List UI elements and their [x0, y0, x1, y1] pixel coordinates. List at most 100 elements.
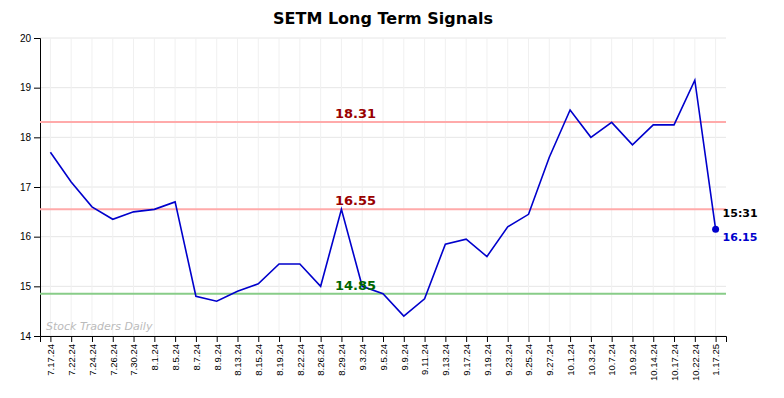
- y-tick-mark: [34, 286, 40, 287]
- x-tick: 8.7.24: [191, 336, 202, 370]
- x-tick-label: 9.19.24: [482, 344, 493, 376]
- grid-line-x: [674, 38, 675, 336]
- x-tick: 8.15.24: [253, 336, 264, 376]
- x-tick: 10.1.24: [565, 336, 576, 376]
- x-tick-mark: [92, 336, 93, 342]
- x-tick-mark: [71, 336, 72, 342]
- x-tick: 9.25.24: [523, 336, 534, 376]
- x-tick-mark: [612, 336, 613, 342]
- y-tick-mark: [34, 336, 40, 337]
- y-tick: 19: [20, 82, 40, 93]
- x-tick: 10.14.24: [648, 336, 659, 381]
- x-tick: 9.27.24: [544, 336, 555, 376]
- x-tick: 8.26.24: [315, 336, 326, 376]
- level-label: 14.85: [335, 278, 376, 293]
- y-tick-label: 19: [20, 82, 32, 93]
- x-tick-label: 10.3.24: [586, 344, 597, 376]
- x-tick-mark: [529, 336, 530, 342]
- grid-line-x: [590, 38, 591, 336]
- y-tick-label: 18: [20, 132, 32, 143]
- y-tick-label: 14: [20, 331, 32, 342]
- x-tick-mark: [466, 336, 467, 342]
- y-tick-mark: [34, 187, 40, 188]
- grid-line-x: [632, 38, 633, 336]
- x-tick-mark: [632, 336, 633, 342]
- x-tick-mark: [134, 336, 135, 342]
- grid-line-x: [715, 38, 716, 336]
- x-tick: 9.17.24: [461, 336, 472, 376]
- x-tick-mark: [695, 336, 696, 342]
- x-tick-label: 9.25.24: [523, 344, 534, 376]
- y-tick: 20: [20, 33, 40, 44]
- x-tick: 7.22.24: [66, 336, 77, 376]
- y-tick-mark: [34, 237, 40, 238]
- x-tick: 8.9.24: [212, 336, 223, 370]
- grid-line-x: [445, 38, 446, 336]
- x-tick: 1.17.25: [710, 336, 721, 376]
- x-tick: 10.7.24: [606, 336, 617, 376]
- x-tick-mark: [196, 336, 197, 342]
- grid-line-x: [71, 38, 72, 336]
- y-tick-label: 15: [20, 281, 32, 292]
- x-tick-label: 7.24.24: [87, 344, 98, 376]
- x-tick: 7.26.24: [108, 336, 119, 376]
- x-tick: 8.19.24: [274, 336, 285, 376]
- x-tick-label: 10.9.24: [627, 344, 638, 376]
- x-tick-label: 10.1.24: [565, 344, 576, 376]
- x-tick-label: 9.5.24: [378, 344, 389, 370]
- plot: 7.17.24 7.22.24 7.24.24 7.26.24 7.30.24 8.1.2…: [20, 33, 758, 381]
- x-tick-label: 7.26.24: [108, 344, 119, 376]
- title: SETM Long Term Signals: [273, 9, 493, 28]
- price-line: [50, 80, 715, 316]
- grid-line-x: [570, 38, 571, 336]
- x-tick: 10.22.24: [690, 336, 701, 381]
- x-tick-mark: [341, 336, 342, 342]
- x-tick: 7.17.24: [45, 336, 56, 376]
- x-tick: 8.1.24: [149, 336, 160, 370]
- x-tick: 7.30.24: [128, 336, 139, 376]
- x-axis-line: [41, 337, 727, 343]
- x-tick: 10.17.24: [669, 336, 680, 381]
- grid-line-x: [216, 38, 217, 336]
- last-dot: [712, 226, 719, 233]
- grid-line-x: [528, 38, 529, 336]
- y-tick: 16: [20, 231, 40, 242]
- y-tick-label: 20: [20, 33, 32, 44]
- grid-line-x: [320, 38, 321, 336]
- x-tick-label: 9.27.24: [544, 344, 555, 376]
- x-tick-label: 8.29.24: [336, 344, 347, 376]
- x-tick: 10.3.24: [586, 336, 597, 376]
- grid-line-x: [486, 38, 487, 336]
- grid-line-x: [611, 38, 612, 336]
- x-tick-label: 8.19.24: [274, 344, 285, 376]
- x-tick: 9.13.24: [440, 336, 451, 376]
- x-tick: 9.9.24: [399, 336, 410, 370]
- y-tick: 15: [20, 281, 40, 292]
- x-axis: 7.17.24 7.22.24 7.24.24 7.26.24 7.30.24 8.1.2…: [41, 336, 727, 381]
- x-tick: 8.5.24: [170, 336, 181, 370]
- level-line: [40, 121, 726, 123]
- x-tick-label: 7.17.24: [45, 344, 56, 376]
- level-label: 18.31: [335, 106, 376, 121]
- grid-line-x: [154, 38, 155, 336]
- x-tick-label: 8.13.24: [232, 344, 243, 376]
- x-tick-label: 8.15.24: [253, 344, 264, 376]
- x-tick-label: 7.22.24: [66, 344, 77, 376]
- x-tick-label: 8.5.24: [170, 344, 181, 370]
- x-tick-mark: [404, 336, 405, 342]
- x-tick-label: 7.30.24: [128, 344, 139, 376]
- x-tick: 8.22.24: [295, 336, 306, 376]
- grid-line-x: [258, 38, 259, 336]
- x-tick-mark: [425, 336, 426, 342]
- x-tick-mark: [591, 336, 592, 342]
- x-tick-mark: [279, 336, 280, 342]
- x-tick-mark: [383, 336, 384, 342]
- x-tick-label: 8.7.24: [191, 344, 202, 370]
- level-label: 16.55: [335, 193, 376, 208]
- grid-line-x: [91, 38, 92, 336]
- grid-line-x: [507, 38, 508, 336]
- grid-line-x: [383, 38, 384, 336]
- x-tick-mark: [549, 336, 550, 342]
- x-tick: 10.9.24: [627, 336, 638, 376]
- x-tick-label: 10.14.24: [648, 344, 659, 381]
